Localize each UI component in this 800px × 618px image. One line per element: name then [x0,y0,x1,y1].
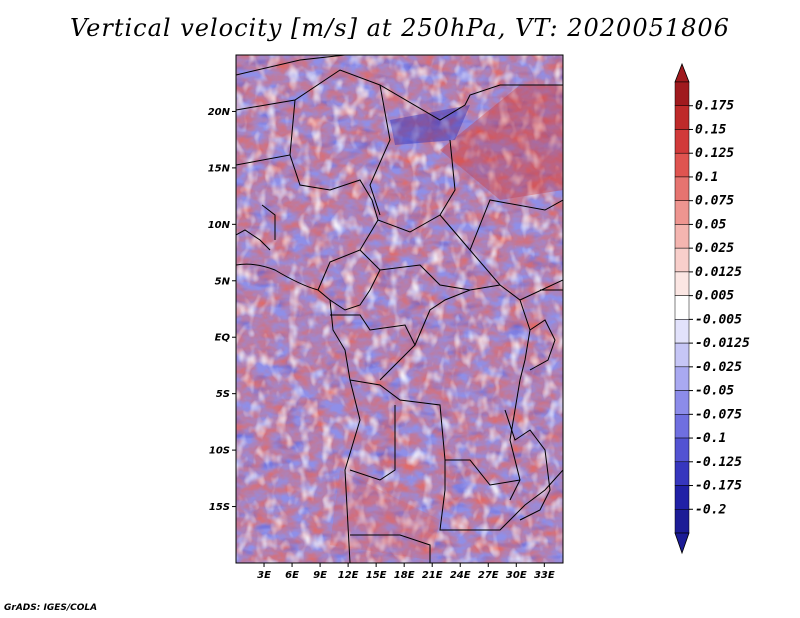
colorbar-level-label: -0.175 [695,479,742,494]
lat-tick-label: 10S [209,446,230,457]
colorbar-swatch [674,271,690,296]
colorbar-level-label: -0.005 [695,312,742,327]
colorbar-level-label: 0.005 [695,289,734,304]
colorbar-level-label: -0.2 [695,502,726,517]
lon-tick-label: 24E [450,570,471,581]
lon-tick-label: 33E [534,570,555,581]
colorbar-swatch [674,437,690,463]
colorbar-level-label: 0.15 [695,122,726,137]
vertical-velocity-field [236,55,563,563]
lon-tick-label: 9E [313,570,327,581]
lon-tick-label: 30E [506,570,527,581]
lat-tick-label: 5S [216,389,230,400]
colorbar-swatch [674,81,690,106]
colorbar-swatch [674,295,690,320]
colorbar-swatch [674,390,690,415]
colorbar-swatch [674,176,690,201]
colorbar-level-label: 0.175 [695,99,734,114]
lat-tick-label: 20N [208,107,231,118]
colorbar-level-label: 0.0125 [695,265,742,280]
latitude-axis: 20N 15N 10N 5N EQ 5S 10S 15S [208,107,236,513]
colorbar-swatch [674,129,690,154]
colorbar-level-label: -0.025 [695,360,742,375]
colorbar-level-label: 0.05 [695,217,726,232]
colorbar-swatch [674,461,690,486]
colorbar-level-label: -0.125 [695,455,742,470]
colorbar-swatch [674,509,690,534]
lon-tick-label: 21E [422,570,443,581]
colorbar-swatch [674,224,690,249]
map-frame [235,54,564,564]
colorbar-swatch [674,247,690,273]
colorbar-level-label: -0.075 [695,407,742,422]
colorbar-bottom-arrow [674,532,690,555]
lon-tick-label: 3E [257,570,271,581]
country-borders [236,55,563,563]
longitude-axis: 3E 6E 9E 12E 15E 18E 21E 24E 27E 30E 33E [257,563,555,581]
lon-tick-label: 27E [478,570,499,581]
colorbar-swatch [674,366,690,391]
lon-tick-label: 12E [338,570,359,581]
colorbar-level-label: 0.1 [695,170,718,185]
colorbar-swatch [674,342,690,368]
lat-tick-label: 15N [208,163,231,174]
lat-tick-label: 15S [209,502,230,513]
lon-tick-label: 18E [394,570,415,581]
colorbar-swatch [674,152,690,178]
colorbar-level-label: -0.1 [695,431,726,446]
lat-tick-label: 5N [215,276,231,287]
colorbar-swatch [674,200,690,225]
lat-tick-label: 10N [208,220,231,231]
grads-credit: GrADS: IGES/COLA [4,603,98,613]
lat-tick-label: EQ [215,333,231,344]
colorbar: 0.175 0.15 0.125 0.1 0.075 0.05 0.025 0.0125 0.0… [674,62,750,555]
colorbar-swatch [674,414,690,439]
lon-tick-label: 6E [285,570,299,581]
colorbar-level-label: 0.125 [695,146,734,161]
colorbar-level-label: -0.0125 [695,336,750,351]
lon-tick-label: 15E [366,570,387,581]
colorbar-swatch [674,105,690,130]
colorbar-swatch [674,485,690,510]
colorbar-level-label: -0.05 [695,384,734,399]
colorbar-level-label: 0.025 [695,241,734,256]
chart-title: Vertical velocity [m/s] at 250hPa, VT: 2… [70,14,730,42]
colorbar-swatch [674,319,690,344]
colorbar-top-arrow [674,62,690,83]
colorbar-level-label: 0.075 [695,194,734,209]
